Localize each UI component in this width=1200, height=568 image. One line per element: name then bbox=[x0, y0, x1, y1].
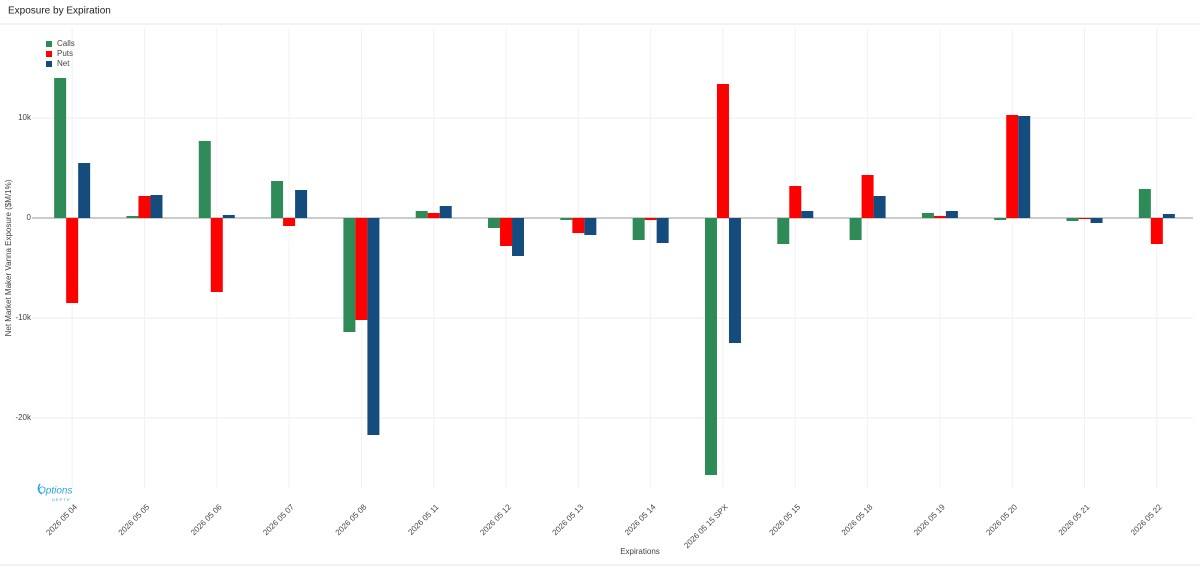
legend-swatch bbox=[46, 61, 52, 67]
bar bbox=[945, 211, 958, 218]
bar bbox=[704, 218, 717, 475]
y-tick-label: -10k bbox=[15, 313, 32, 322]
bar bbox=[1150, 218, 1163, 244]
y-axis-label: Net Market Maker Vanna Exposure ($M/1%) bbox=[4, 179, 13, 336]
bar bbox=[1066, 218, 1079, 221]
bar bbox=[656, 218, 669, 243]
bar bbox=[500, 218, 513, 246]
bar bbox=[295, 190, 308, 218]
bar bbox=[1078, 218, 1091, 219]
bar bbox=[198, 141, 211, 218]
bar bbox=[994, 218, 1007, 220]
bar bbox=[138, 196, 151, 218]
bar bbox=[861, 175, 874, 218]
y-tick-label: -20k bbox=[15, 413, 32, 422]
x-axis-label: Expirations bbox=[620, 547, 660, 556]
bar bbox=[728, 218, 741, 343]
bar bbox=[222, 215, 235, 218]
bar bbox=[355, 218, 368, 320]
bar bbox=[584, 218, 597, 235]
bar bbox=[343, 218, 356, 332]
bar bbox=[1018, 116, 1031, 218]
bar bbox=[1162, 214, 1175, 218]
legend-swatch bbox=[46, 41, 52, 47]
bar bbox=[78, 163, 91, 218]
bar bbox=[560, 218, 573, 220]
bar bbox=[488, 218, 501, 228]
bar bbox=[572, 218, 585, 233]
bar bbox=[801, 211, 814, 218]
bar bbox=[789, 186, 802, 218]
chart-title: Exposure by Expiration bbox=[8, 6, 111, 17]
bar bbox=[415, 211, 428, 218]
bar bbox=[777, 218, 790, 244]
logo: Options DEPTH bbox=[37, 483, 72, 502]
bar bbox=[933, 216, 946, 218]
bar bbox=[66, 218, 79, 303]
bar bbox=[1138, 189, 1151, 218]
bar bbox=[1090, 218, 1103, 223]
bar bbox=[716, 84, 729, 218]
y-tick-label: 10k bbox=[18, 113, 32, 122]
bar bbox=[126, 216, 139, 218]
legend-label: Calls bbox=[57, 39, 75, 48]
bar bbox=[1006, 115, 1019, 218]
bar bbox=[512, 218, 525, 256]
bar bbox=[427, 213, 440, 218]
bar bbox=[283, 218, 296, 226]
y-tick-label: 0 bbox=[27, 213, 32, 222]
bar bbox=[921, 213, 934, 218]
bar bbox=[632, 218, 645, 240]
legend-label: Net bbox=[57, 59, 70, 68]
bar bbox=[439, 206, 452, 218]
logo-name: Options bbox=[38, 486, 72, 497]
bar bbox=[849, 218, 862, 240]
bar bbox=[367, 218, 380, 435]
bar bbox=[271, 181, 284, 218]
logo-mark bbox=[37, 483, 43, 495]
bar bbox=[210, 218, 223, 292]
legend-label: Puts bbox=[57, 49, 73, 58]
bar bbox=[150, 195, 163, 218]
logo-tagline: DEPTH bbox=[52, 497, 71, 502]
bar bbox=[644, 218, 657, 220]
bar bbox=[873, 196, 886, 218]
grid bbox=[32, 28, 1193, 488]
bar bbox=[54, 78, 67, 218]
legend-swatch bbox=[46, 51, 52, 57]
